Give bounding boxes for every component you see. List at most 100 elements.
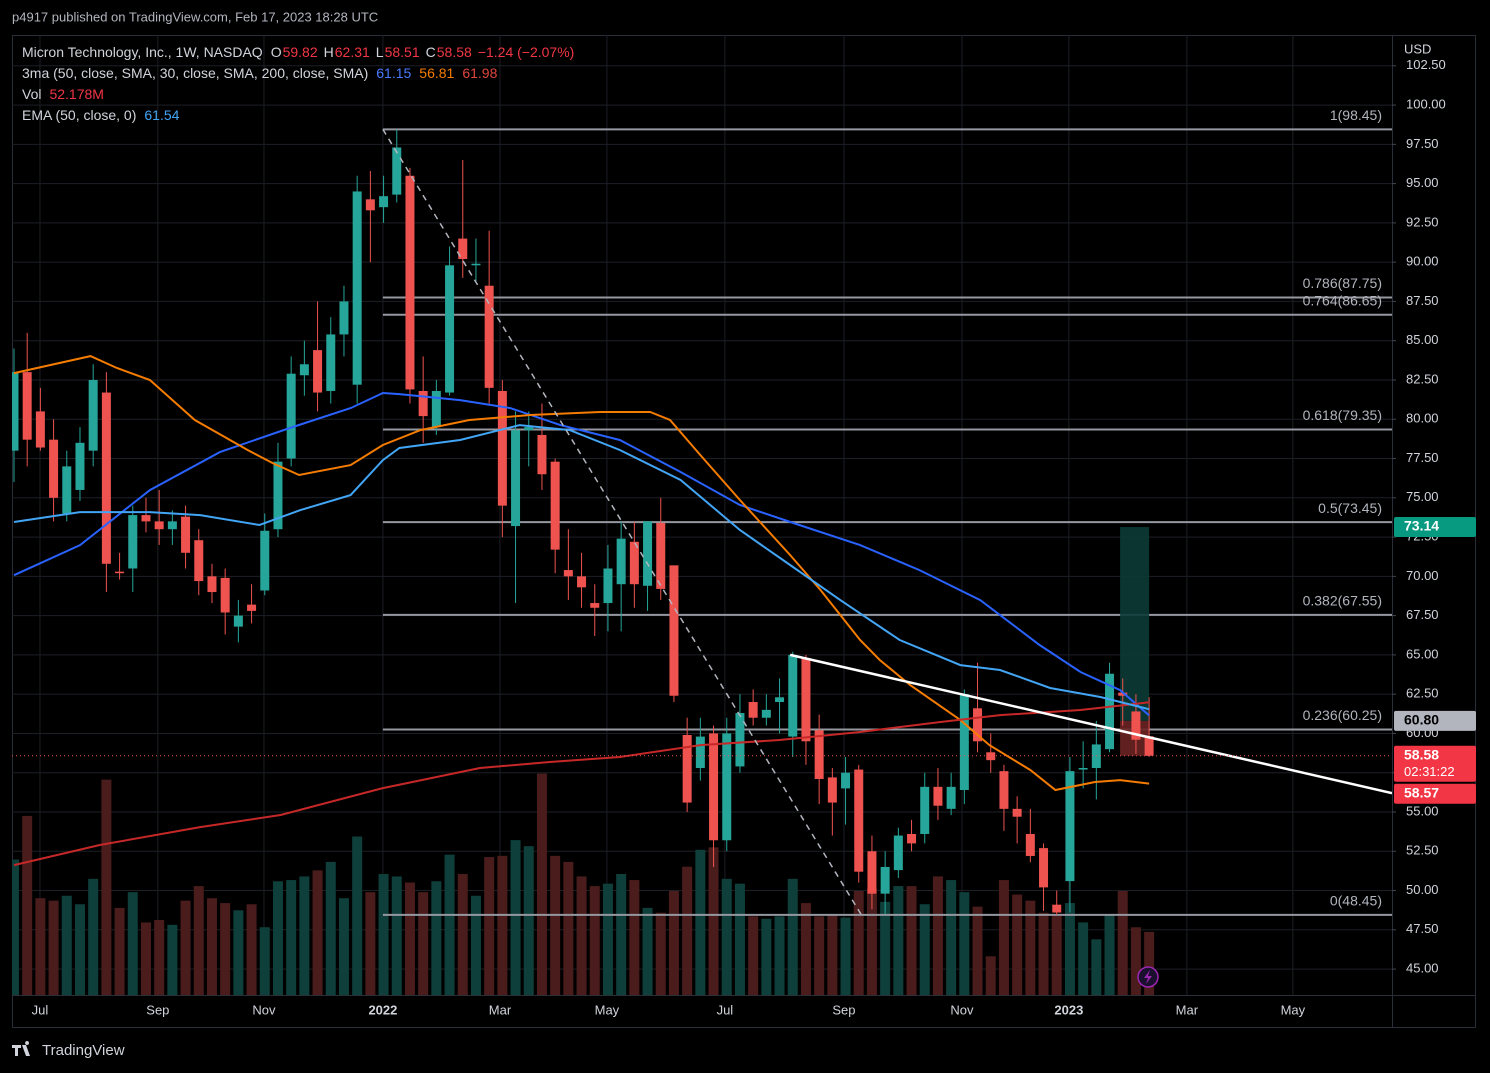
candle-body (313, 350, 323, 393)
volume-bar (761, 918, 772, 995)
candle-body (115, 571, 125, 574)
volume-bar (101, 779, 112, 995)
candle-body (959, 694, 969, 790)
candle-body (854, 769, 864, 872)
ohlc-letter: H (324, 44, 334, 60)
candle-body (1131, 711, 1141, 740)
x-tick-label: Nov (950, 1002, 974, 1017)
candle-body (154, 521, 164, 530)
legend-line: Vol 52.178M (22, 86, 104, 102)
x-tick-label: Nov (252, 1002, 276, 1017)
candle-body (893, 835, 903, 871)
candle-body (867, 851, 877, 894)
volume-bar (180, 900, 191, 995)
volume-bar (1051, 915, 1062, 995)
candle-body (511, 430, 521, 527)
volume-bar (1012, 894, 1023, 995)
volume-bar (985, 956, 996, 995)
volume-bar (602, 883, 613, 995)
volume-bar (470, 895, 481, 995)
y-tick-label: 80.00 (1406, 411, 1439, 426)
volume-bar (378, 874, 389, 995)
volume-bar (35, 898, 46, 995)
legend-line: EMA (50, close, 0) 61.54 (22, 107, 180, 123)
volume-bar (404, 882, 415, 995)
volume-bar (246, 904, 257, 995)
candle-body (801, 658, 811, 742)
candle-body (1105, 673, 1115, 750)
volume-bar (1130, 927, 1141, 995)
ema-value: 61.54 (144, 107, 179, 123)
candle-body (101, 392, 111, 564)
volume-bar (932, 876, 943, 995)
candle-body (761, 709, 771, 718)
volume-bar (114, 907, 125, 995)
usd-bg (1394, 40, 1454, 60)
fib-label: 1(98.45) (1330, 107, 1382, 123)
volume-bar (563, 861, 574, 995)
candle-body (1039, 848, 1049, 888)
price-label-bg (1394, 517, 1476, 538)
volume-bar (1104, 915, 1115, 995)
volume-bar (74, 904, 85, 995)
ema-title: EMA (50, close, 0) (22, 107, 136, 123)
volume-bar (523, 846, 534, 995)
volume-bar (444, 854, 455, 995)
volume-bar (946, 880, 957, 995)
alert-bolt (1144, 970, 1152, 984)
candle-body (326, 334, 336, 391)
price-label: 73.14 (1404, 518, 1439, 534)
candle-body (550, 461, 560, 550)
volume-bar (325, 861, 336, 995)
volume-bar (668, 890, 679, 995)
y-tick-label: 92.50 (1406, 214, 1439, 229)
ohlc-value: 58.58 (437, 44, 472, 60)
volume-bar (774, 916, 785, 995)
y-tick-label: 62.50 (1406, 686, 1439, 701)
candle-body (233, 615, 243, 627)
volume-bar (998, 880, 1009, 995)
y-tick-label: 100.00 (1406, 97, 1446, 112)
candle-body (590, 603, 600, 608)
candle-body (484, 285, 494, 388)
candle-body (220, 577, 230, 613)
volume-bar (88, 878, 99, 995)
candle-body (735, 713, 745, 767)
y-tick-label: 97.50 (1406, 136, 1439, 151)
volume-bar (906, 886, 917, 995)
volume-bar (140, 922, 151, 995)
candle-body (669, 565, 679, 696)
ohlc-letter: L (376, 44, 384, 60)
logo-mark (12, 1041, 30, 1056)
legend-line: 3ma (50, close, SMA, 30, close, SMA, 200… (22, 65, 498, 81)
y-tick-label: 77.50 (1406, 450, 1439, 465)
y-tick-label: 50.00 (1406, 882, 1439, 897)
x-tick-label: Mar (489, 1002, 512, 1017)
ma-value: 56.81 (419, 65, 454, 81)
y-tick-label: 67.50 (1406, 607, 1439, 622)
candle-body (603, 568, 613, 604)
volume-bar (233, 910, 244, 995)
volume-bar (391, 876, 402, 995)
candle-body (181, 516, 191, 553)
candle-body (194, 540, 204, 582)
candle-body (299, 364, 309, 376)
fib-label: 0.786(87.75) (1303, 275, 1382, 291)
y-tick-label: 55.00 (1406, 803, 1439, 818)
volume-bar (695, 849, 706, 995)
volume (12, 773, 1155, 995)
volume-bar (629, 880, 640, 995)
volume-bar (510, 840, 521, 995)
candle-body (260, 530, 270, 591)
candle-body (49, 439, 59, 498)
symbol-title: Micron Technology, Inc., 1W, NASDAQ (22, 44, 263, 60)
candle-body (629, 541, 639, 585)
grid (12, 35, 1392, 995)
volume-bar (418, 892, 429, 995)
candle-body (524, 427, 534, 431)
moving-average (13, 355, 1150, 792)
candle-body (1012, 808, 1022, 817)
volume-bar (259, 927, 270, 995)
candle-body (775, 697, 785, 703)
